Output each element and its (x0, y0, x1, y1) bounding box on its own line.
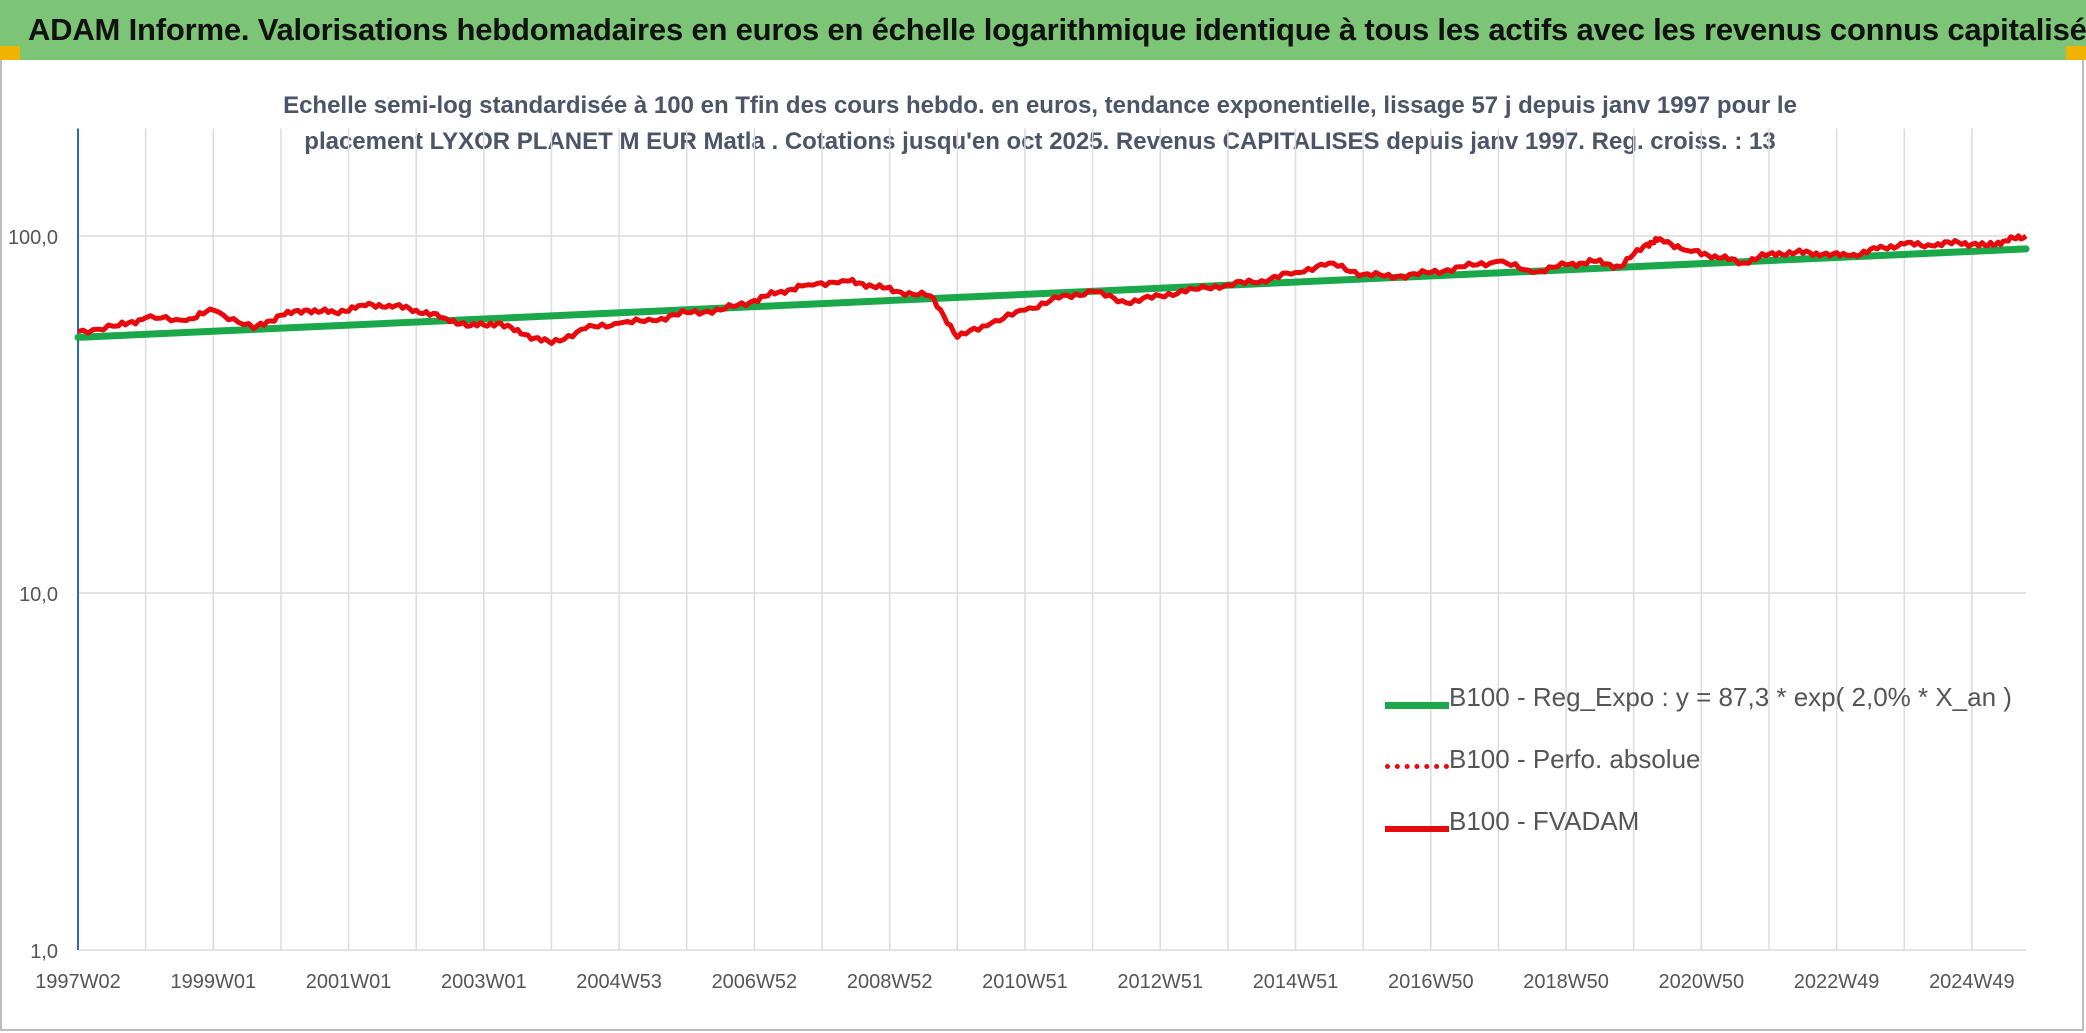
x-tick-label: 2006W52 (712, 971, 798, 993)
legend-label-fvadam: B100 - FVADAM (1449, 806, 1640, 836)
report-title: ADAM Informe. Valorisations hebdomadaire… (28, 12, 2086, 47)
chart-frame (0, 60, 2084, 1031)
x-tick-label: 2018W50 (1523, 971, 1609, 993)
x-tick-label: 2003W01 (441, 971, 527, 993)
x-tick-label: 1999W01 (170, 971, 256, 993)
y-tick-label: 10,0 (19, 584, 58, 606)
x-tick-label: 2001W01 (306, 971, 392, 993)
x-tick-label: 1997W02 (35, 971, 121, 993)
x-tick-label: 2020W50 (1659, 971, 1745, 993)
legend-label-trend: B100 - Reg_Expo : y = 87,3 * exp( 2,0% *… (1449, 682, 2012, 712)
title-banner: ADAM Informe. Valorisations hebdomadaire… (0, 0, 2086, 60)
x-tick-label: 2024W49 (1929, 971, 2015, 993)
x-tick-label: 2012W51 (1117, 971, 1203, 993)
legend-swatch-fvadam (1385, 826, 1449, 832)
legend-swatch-trend (1385, 702, 1449, 709)
corner-marker-left (0, 46, 20, 60)
chart-title: Echelle semi-log standardisée à 100 en T… (140, 88, 1940, 160)
chart-title-line-2: placement LYXOR PLANET M EUR Matla . Cot… (304, 128, 1776, 155)
corner-marker-right (2066, 46, 2086, 60)
legend-label-perfo: B100 - Perfo. absolue (1449, 744, 1701, 774)
trend-line (74, 245, 2030, 341)
y-tick-label: 100,0 (8, 227, 58, 249)
x-tick-label: 2014W51 (1253, 971, 1339, 993)
x-tick-label: 2004W53 (576, 971, 662, 993)
chart-title-line-1: Echelle semi-log standardisée à 100 en T… (283, 92, 1797, 119)
legend-swatch-perfo (1385, 764, 1449, 769)
x-tick-label: 2010W51 (982, 971, 1068, 993)
x-tick-label: 2022W49 (1794, 971, 1880, 993)
x-tick-label: 2016W50 (1388, 971, 1474, 993)
y-tick-label: 1,0 (30, 941, 58, 963)
x-tick-label: 2008W52 (847, 971, 933, 993)
fvadam-line (77, 233, 2028, 346)
